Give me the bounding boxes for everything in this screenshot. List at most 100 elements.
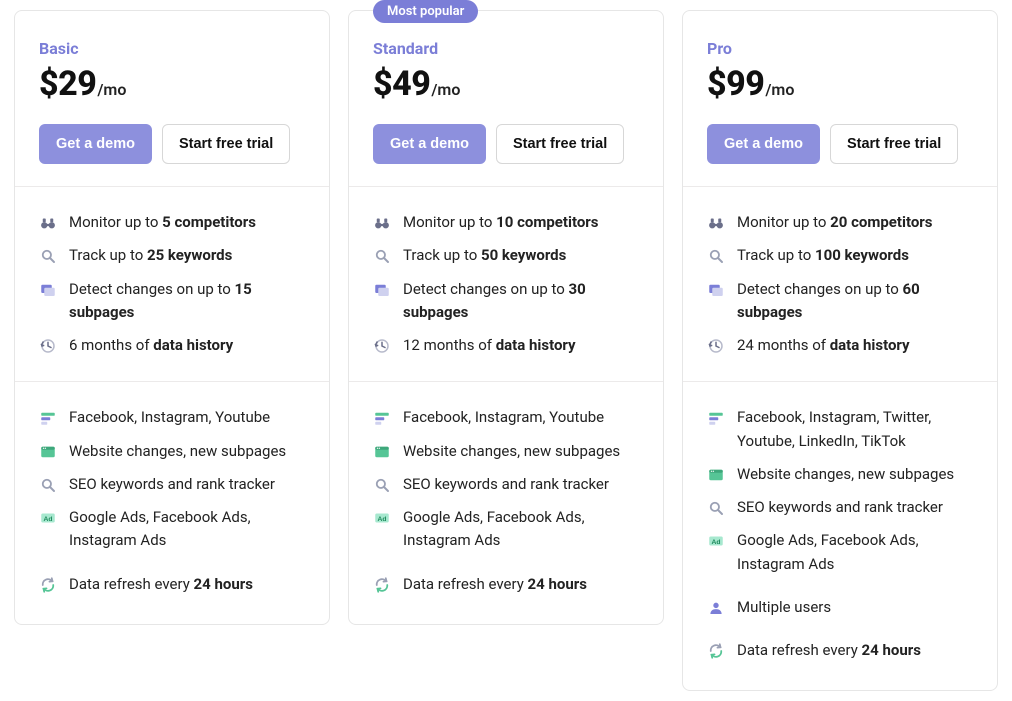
- price-period: /mo: [97, 80, 126, 99]
- get-demo-button[interactable]: Get a demo: [39, 124, 152, 164]
- pages-icon: [39, 281, 57, 299]
- seo-icon: [707, 499, 725, 517]
- plan-header: Basic $29/mo Get a demoStart free trial: [15, 11, 329, 186]
- feature-item: Facebook, Instagram, Youtube: [373, 406, 639, 429]
- feature-item: Facebook, Instagram, Twitter, Youtube, L…: [707, 406, 973, 453]
- limits-section: Monitor up to 5 competitorsTrack up to 2…: [15, 187, 329, 381]
- search-icon: [39, 247, 57, 265]
- limit-text: Track up to 25 keywords: [69, 244, 305, 267]
- price-row: $49/mo: [373, 64, 639, 104]
- price-period: /mo: [431, 80, 460, 99]
- feature-text: Facebook, Instagram, Twitter, Youtube, L…: [737, 406, 973, 453]
- limit-item: Detect changes on up to 30 subpages: [373, 278, 639, 325]
- social-icon: [373, 409, 391, 427]
- refresh-icon: [707, 642, 725, 660]
- get-demo-button[interactable]: Get a demo: [707, 124, 820, 164]
- start-trial-button[interactable]: Start free trial: [162, 124, 290, 164]
- svg-text:Ad: Ad: [378, 516, 387, 523]
- price-row: $29/mo: [39, 64, 305, 104]
- button-row: Get a demoStart free trial: [39, 124, 305, 164]
- refresh-item: Data refresh every 24 hours: [39, 573, 305, 596]
- social-icon: [39, 409, 57, 427]
- feature-text: Facebook, Instagram, Youtube: [69, 406, 305, 429]
- limit-item: Detect changes on up to 60 subpages: [707, 278, 973, 325]
- start-trial-button[interactable]: Start free trial: [496, 124, 624, 164]
- feature-text: Facebook, Instagram, Youtube: [403, 406, 639, 429]
- get-demo-button[interactable]: Get a demo: [373, 124, 486, 164]
- binoculars-icon: [39, 214, 57, 232]
- feature-text: Google Ads, Facebook Ads, Instagram Ads: [403, 506, 639, 553]
- feature-text: SEO keywords and rank tracker: [403, 473, 639, 496]
- feature-item: Website changes, new subpages: [707, 463, 973, 486]
- history-icon: [39, 337, 57, 355]
- limit-text: Detect changes on up to 30 subpages: [403, 278, 639, 325]
- search-icon: [707, 247, 725, 265]
- limit-item: Track up to 100 keywords: [707, 244, 973, 267]
- pages-icon: [373, 281, 391, 299]
- user-icon: [707, 599, 725, 617]
- price: $99: [707, 64, 764, 104]
- limits-section: Monitor up to 10 competitors Track up to …: [349, 187, 663, 381]
- limit-text: 24 months of data history: [737, 334, 973, 357]
- refresh-item: Data refresh every 24 hours: [707, 639, 973, 662]
- feature-item: Ad Google Ads, Facebook Ads, Instagram Ad…: [707, 529, 973, 576]
- limit-text: 6 months of data history: [69, 334, 305, 357]
- limit-item: Track up to 50 keywords: [373, 244, 639, 267]
- limit-text: Monitor up to 20 competitors: [737, 211, 973, 234]
- social-icon: [707, 409, 725, 427]
- plan-name: Basic: [39, 39, 305, 58]
- limit-text: Detect changes on up to 15 subpages: [69, 278, 305, 325]
- feature-text: Website changes, new subpages: [737, 463, 973, 486]
- limit-item: Track up to 25 keywords: [39, 244, 305, 267]
- start-trial-button[interactable]: Start free trial: [830, 124, 958, 164]
- feature-text: Website changes, new subpages: [69, 440, 305, 463]
- features-section: Facebook, Instagram, Youtube Website chan…: [15, 382, 329, 624]
- plan-name: Pro: [707, 39, 973, 58]
- price-period: /mo: [765, 80, 794, 99]
- limit-item: Monitor up to 10 competitors: [373, 211, 639, 234]
- refresh-icon: [373, 576, 391, 594]
- limit-item: 6 months of data history: [39, 334, 305, 357]
- feature-item: Ad Google Ads, Facebook Ads, Instagram Ad…: [373, 506, 639, 553]
- ads-icon: Ad: [707, 532, 725, 550]
- refresh-item: Data refresh every 24 hours: [373, 573, 639, 596]
- feature-text: Google Ads, Facebook Ads, Instagram Ads: [69, 506, 305, 553]
- pricing-card-standard: Most popularStandard$49/moGet a demoStar…: [348, 10, 664, 625]
- refresh-text: Data refresh every 24 hours: [403, 573, 639, 596]
- pricing-plans: Basic$29/moGet a demoStart free trialMon…: [14, 10, 998, 691]
- button-row: Get a demoStart free trial: [373, 124, 639, 164]
- history-icon: [707, 337, 725, 355]
- limit-text: 12 months of data history: [403, 334, 639, 357]
- limit-text: Monitor up to 10 competitors: [403, 211, 639, 234]
- feature-item: Website changes, new subpages: [39, 440, 305, 463]
- feature-text: SEO keywords and rank tracker: [69, 473, 305, 496]
- button-row: Get a demoStart free trial: [707, 124, 973, 164]
- seo-icon: [39, 476, 57, 494]
- history-icon: [373, 337, 391, 355]
- limit-text: Detect changes on up to 60 subpages: [737, 278, 973, 325]
- feature-item: SEO keywords and rank tracker: [373, 473, 639, 496]
- feature-item: Facebook, Instagram, Youtube: [39, 406, 305, 429]
- limits-section: Monitor up to 20 competitors Track up to …: [683, 187, 997, 381]
- limit-item: Detect changes on up to 15 subpages: [39, 278, 305, 325]
- price: $49: [373, 64, 430, 104]
- ads-icon: Ad: [39, 509, 57, 527]
- limit-item: 24 months of data history: [707, 334, 973, 357]
- price-row: $99/mo: [707, 64, 973, 104]
- binoculars-icon: [707, 214, 725, 232]
- features-section: Facebook, Instagram, YoutubeWebsite chan…: [349, 382, 663, 624]
- plan-header: Pro $99/mo Get a demoStart free trial: [683, 11, 997, 186]
- refresh-text: Data refresh every 24 hours: [69, 573, 305, 596]
- feature-text: Google Ads, Facebook Ads, Instagram Ads: [737, 529, 973, 576]
- pages-icon: [707, 281, 725, 299]
- limit-item: 12 months of data history: [373, 334, 639, 357]
- most-popular-badge: Most popular: [373, 0, 478, 23]
- website-icon: [373, 443, 391, 461]
- price: $29: [39, 64, 96, 104]
- extra-text: Multiple users: [737, 596, 973, 619]
- plan-header: Standard$49/moGet a demoStart free trial: [349, 11, 663, 186]
- website-icon: [39, 443, 57, 461]
- pricing-card-basic: Basic $29/mo Get a demoStart free trial Mon…: [14, 10, 330, 625]
- extra-item: Multiple users: [707, 596, 973, 619]
- binoculars-icon: [373, 214, 391, 232]
